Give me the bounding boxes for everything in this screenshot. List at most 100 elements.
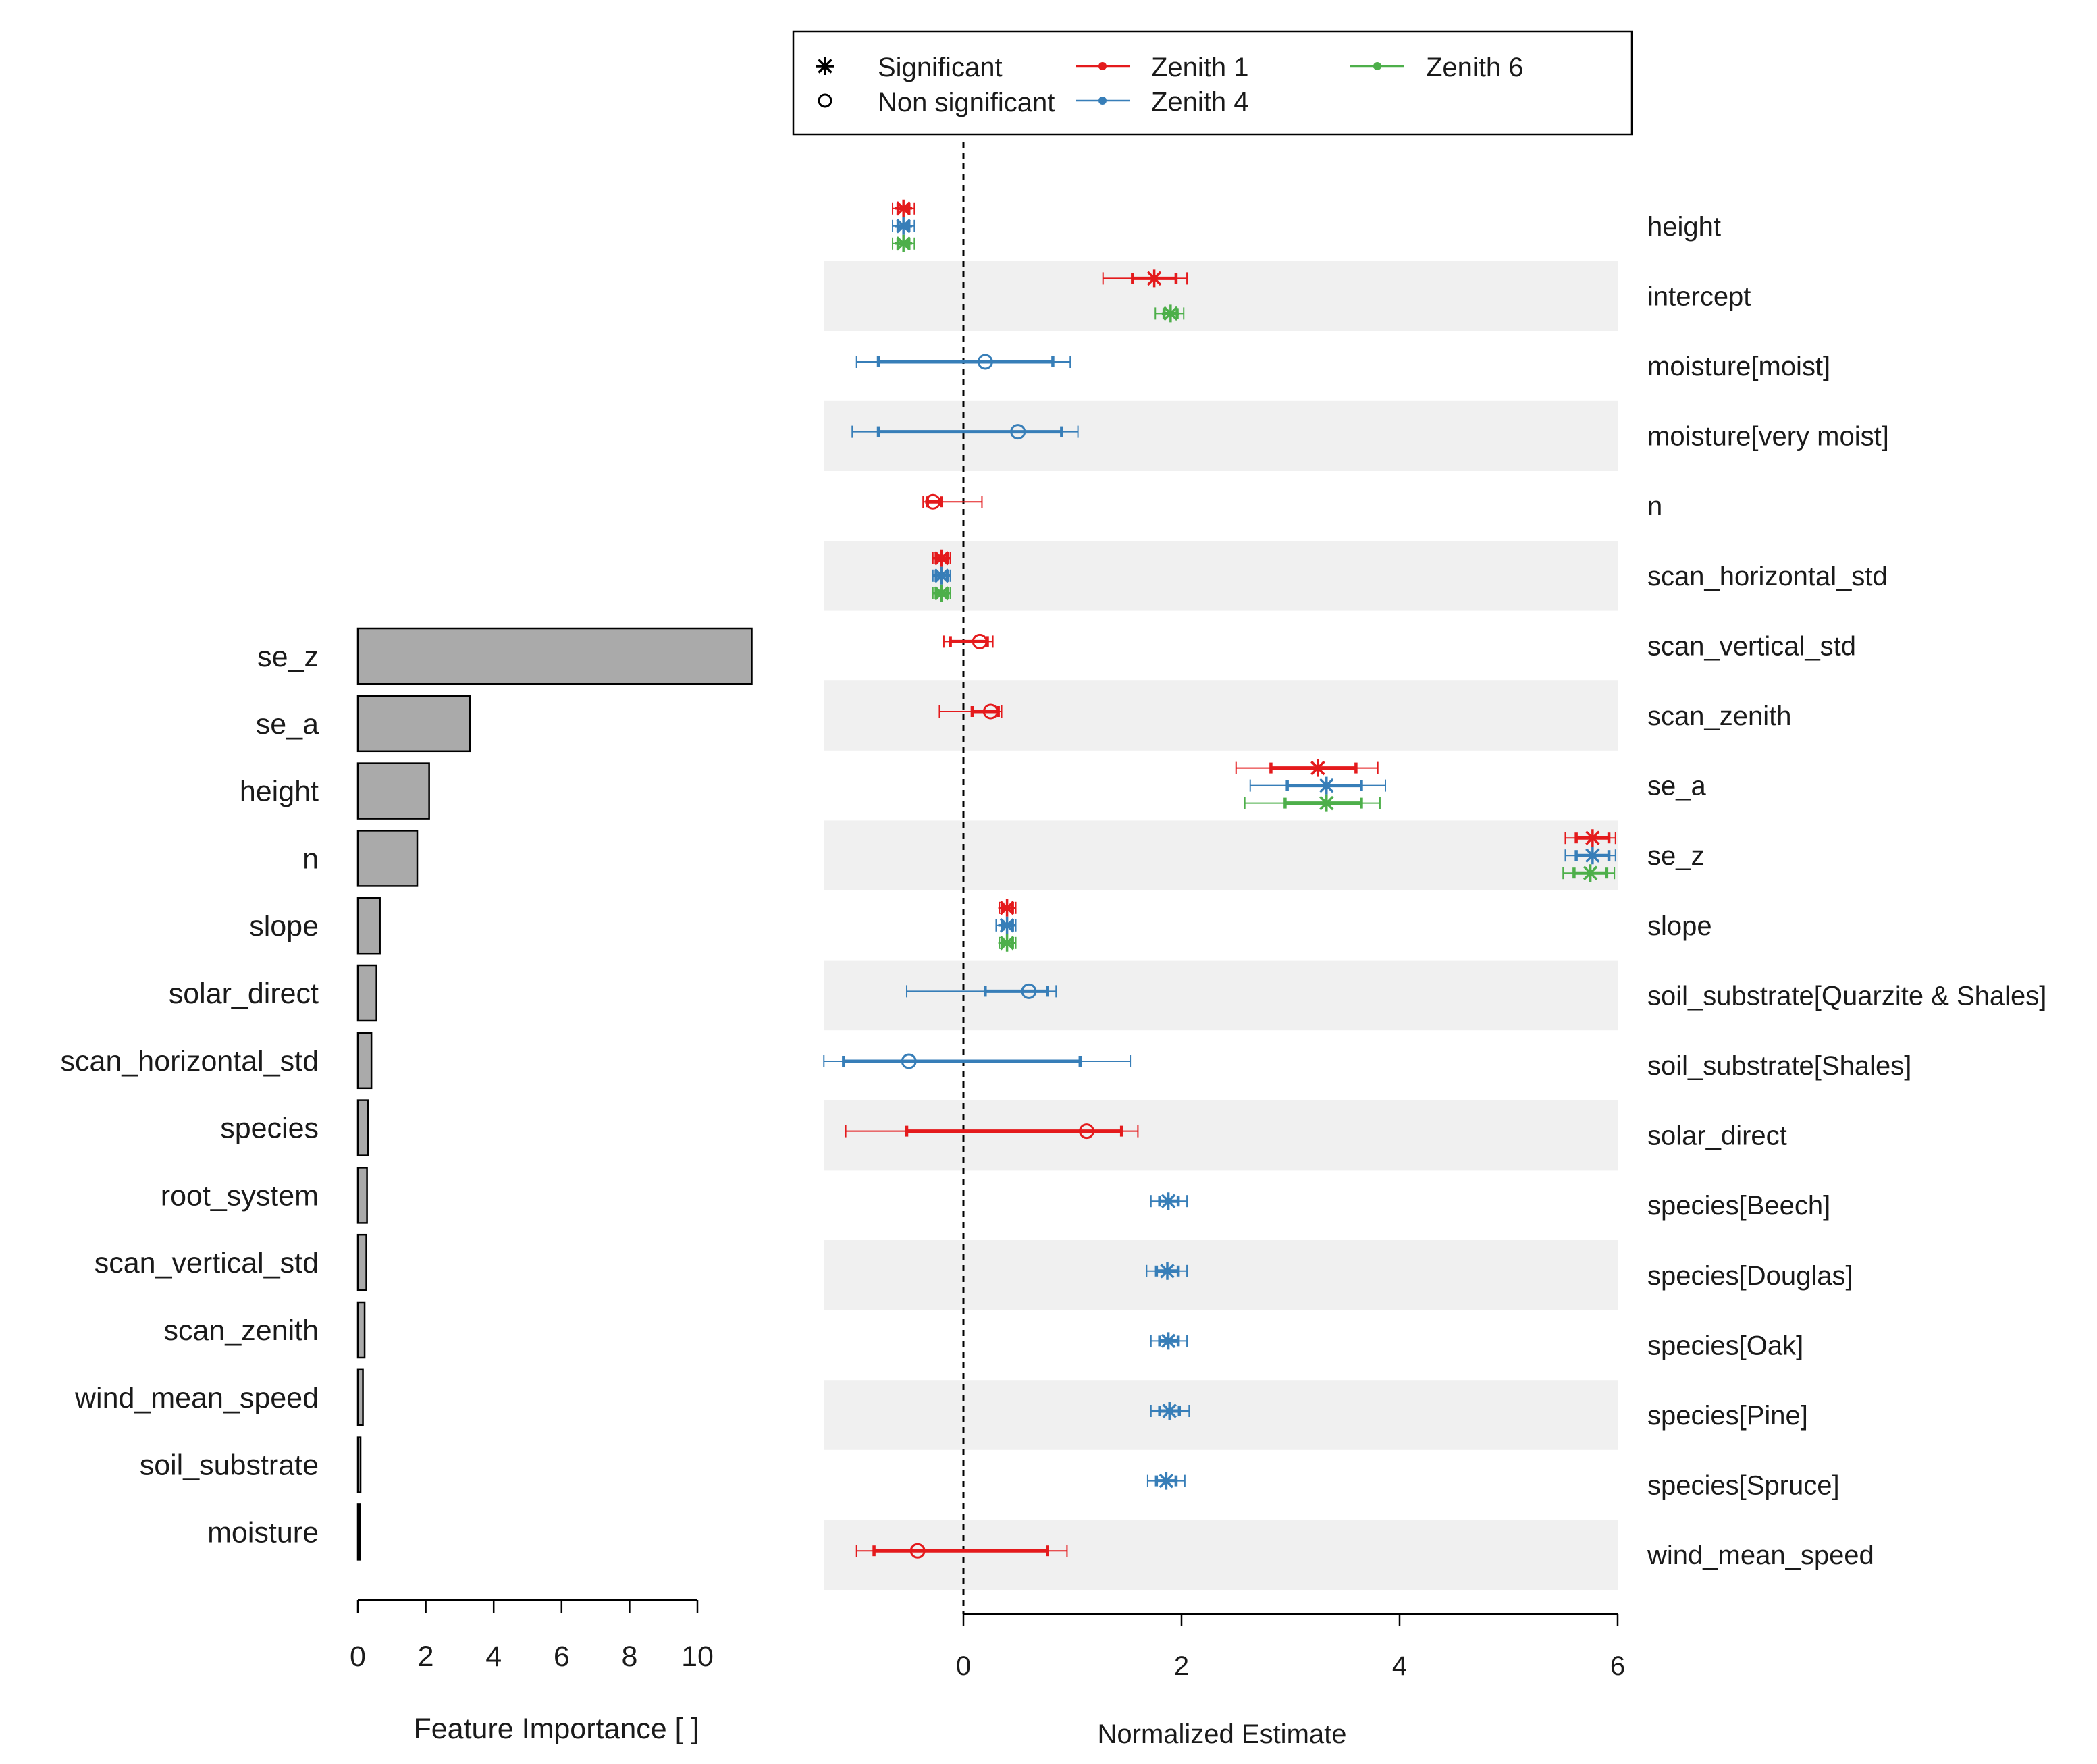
estimate-asterisk bbox=[998, 934, 1016, 952]
forest-label-slope: slope bbox=[1647, 911, 1712, 941]
estimate-asterisk bbox=[932, 549, 951, 567]
bar-label-species: species bbox=[220, 1113, 319, 1145]
forest-x-axis-label: Normalized Estimate bbox=[1097, 1719, 1346, 1749]
point-zenith-1-wind-mean-speed bbox=[855, 1543, 1068, 1559]
point-zenith-4-species-oak bbox=[1150, 1332, 1188, 1350]
bar-label-scan-vertical-std: scan_vertical_std bbox=[95, 1247, 319, 1279]
row-band-species-pine bbox=[824, 1380, 1618, 1450]
legend-series-label: Zenith 6 bbox=[1426, 53, 1524, 82]
bar-label-soil-substrate: soil_substrate bbox=[140, 1449, 319, 1482]
legend-label-significant: Significant bbox=[878, 53, 1003, 82]
forest-label-species-spruce: species[Spruce] bbox=[1647, 1471, 1840, 1501]
bar-x-axis: 0 2 4 6 8 10 bbox=[350, 1599, 714, 1673]
legend-series-label: Zenith 1 bbox=[1151, 53, 1249, 82]
point-zenith-4-moisture-very-moist bbox=[851, 424, 1079, 440]
estimate-asterisk bbox=[1317, 794, 1335, 812]
bar-label-moisture: moisture bbox=[207, 1516, 319, 1549]
estimate-asterisk bbox=[998, 899, 1016, 917]
legend-series-zenith-6: Zenith 6 bbox=[1350, 53, 1524, 82]
forest-label-scan-vertical-std: scan_vertical_std bbox=[1647, 631, 1856, 661]
row-band-solar-direct bbox=[824, 1100, 1618, 1171]
estimate-asterisk bbox=[1583, 829, 1601, 847]
forest-label-moisture-moist: moisture[moist] bbox=[1647, 352, 1830, 381]
point-zenith-4-se-a bbox=[1249, 776, 1387, 795]
bar-scan-zenith bbox=[356, 1301, 366, 1359]
point-zenith-4-soil-substrate-shales bbox=[823, 1053, 1132, 1069]
estimate-asterisk bbox=[895, 217, 913, 235]
estimate-asterisk bbox=[1581, 864, 1599, 882]
row-band-se-z bbox=[824, 820, 1618, 890]
point-zenith-6-scan-horizontal-std bbox=[932, 584, 951, 602]
estimate-asterisk bbox=[1159, 1192, 1177, 1210]
estimate-asterisk bbox=[1159, 1262, 1177, 1280]
estimate-asterisk bbox=[1161, 304, 1179, 323]
estimate-circle bbox=[1078, 1123, 1094, 1140]
forest-label-species-beech: species[Beech] bbox=[1647, 1191, 1830, 1221]
bar-solar-direct bbox=[356, 964, 377, 1022]
estimate-circle bbox=[909, 1543, 926, 1559]
estimate-circle bbox=[1010, 424, 1026, 440]
point-zenith-1-se-a bbox=[1235, 759, 1379, 777]
asterisk-icon bbox=[816, 57, 834, 75]
forest-label-n: n bbox=[1647, 491, 1662, 521]
forest-label-se-z: se_z bbox=[1647, 841, 1705, 871]
forest-label-soil-substrate-quarzite-shales: soil_substrate[Quarzite & Shales] bbox=[1647, 981, 2046, 1011]
forest-label-soil-substrate-shales: soil_substrate[Shales] bbox=[1647, 1051, 1911, 1081]
estimate-circle bbox=[977, 354, 993, 370]
row-band-scan-horizontal-std bbox=[824, 541, 1618, 611]
bar-x-axis-label: Feature Importance [ ] bbox=[413, 1713, 699, 1745]
bar-label-se-a: se_a bbox=[256, 708, 319, 741]
circle-icon bbox=[818, 93, 832, 108]
forest-label-species-oak: species[Oak] bbox=[1647, 1331, 1803, 1360]
bar-tick-label-4: 4 bbox=[485, 1640, 502, 1673]
legend-series-zenith-1: Zenith 1 bbox=[1076, 53, 1249, 82]
row-band-species-douglas bbox=[824, 1240, 1618, 1310]
bar-slope bbox=[356, 897, 381, 955]
forest-category-labels: height intercept moisture[moist] moisture[v… bbox=[1647, 212, 2046, 1570]
forest-tick-label-4: 4 bbox=[1392, 1651, 1407, 1681]
point-zenith-1-scan-horizontal-std bbox=[932, 549, 951, 567]
bar-label-slope: slope bbox=[249, 910, 319, 942]
estimate-asterisk bbox=[1583, 847, 1601, 865]
forest-label-solar-direct: solar_direct bbox=[1647, 1121, 1787, 1151]
forest-tick-label-6: 6 bbox=[1610, 1651, 1625, 1681]
bar-tick-label-10: 10 bbox=[681, 1640, 714, 1673]
point-zenith-6-slope bbox=[998, 934, 1017, 952]
row-band-scan-zenith bbox=[824, 680, 1618, 751]
point-zenith-1-scan-vertical-std bbox=[943, 633, 994, 649]
forest-label-wind-mean-speed: wind_mean_speed bbox=[1647, 1541, 1874, 1570]
legend-box bbox=[792, 30, 1633, 136]
bar-label-height: height bbox=[240, 776, 319, 808]
legend-series-label: Zenith 4 bbox=[1151, 87, 1249, 117]
bar-se-z bbox=[356, 627, 753, 685]
forest-label-height: height bbox=[1647, 212, 1721, 242]
estimate-asterisk bbox=[895, 199, 913, 217]
estimate-circle bbox=[982, 703, 999, 720]
point-zenith-1-solar-direct bbox=[845, 1123, 1139, 1140]
bar-se-a bbox=[356, 695, 471, 753]
bar-tick-label-2: 2 bbox=[418, 1640, 434, 1673]
bar-tick-label-0: 0 bbox=[350, 1640, 366, 1673]
estimate-asterisk bbox=[1317, 776, 1335, 795]
point-zenith-4-slope bbox=[995, 916, 1017, 934]
bar-species bbox=[356, 1099, 369, 1156]
bar-label-scan-horizontal-std: scan_horizontal_std bbox=[61, 1045, 319, 1077]
point-zenith-6-height bbox=[892, 234, 915, 252]
estimate-asterisk bbox=[1161, 1402, 1179, 1420]
forest-marks bbox=[823, 199, 1616, 1559]
estimate-circle bbox=[1021, 983, 1037, 999]
point-zenith-4-scan-horizontal-std bbox=[932, 566, 951, 585]
forest-label-scan-zenith: scan_zenith bbox=[1647, 701, 1791, 731]
estimate-asterisk bbox=[1157, 1472, 1175, 1490]
point-zenith-1-se-z bbox=[1564, 829, 1616, 847]
bar-n bbox=[356, 830, 419, 887]
forest-plot-panel: height intercept moisture[moist] moisture[v… bbox=[823, 142, 2046, 1749]
bar-height bbox=[356, 762, 430, 820]
bar-moisture bbox=[356, 1503, 361, 1561]
legend-label-non-significant: Non significant bbox=[878, 88, 1055, 117]
bar-label-se-z: se_z bbox=[257, 641, 319, 673]
forest-label-intercept: intercept bbox=[1647, 282, 1751, 311]
point-zenith-1-height bbox=[892, 199, 915, 217]
